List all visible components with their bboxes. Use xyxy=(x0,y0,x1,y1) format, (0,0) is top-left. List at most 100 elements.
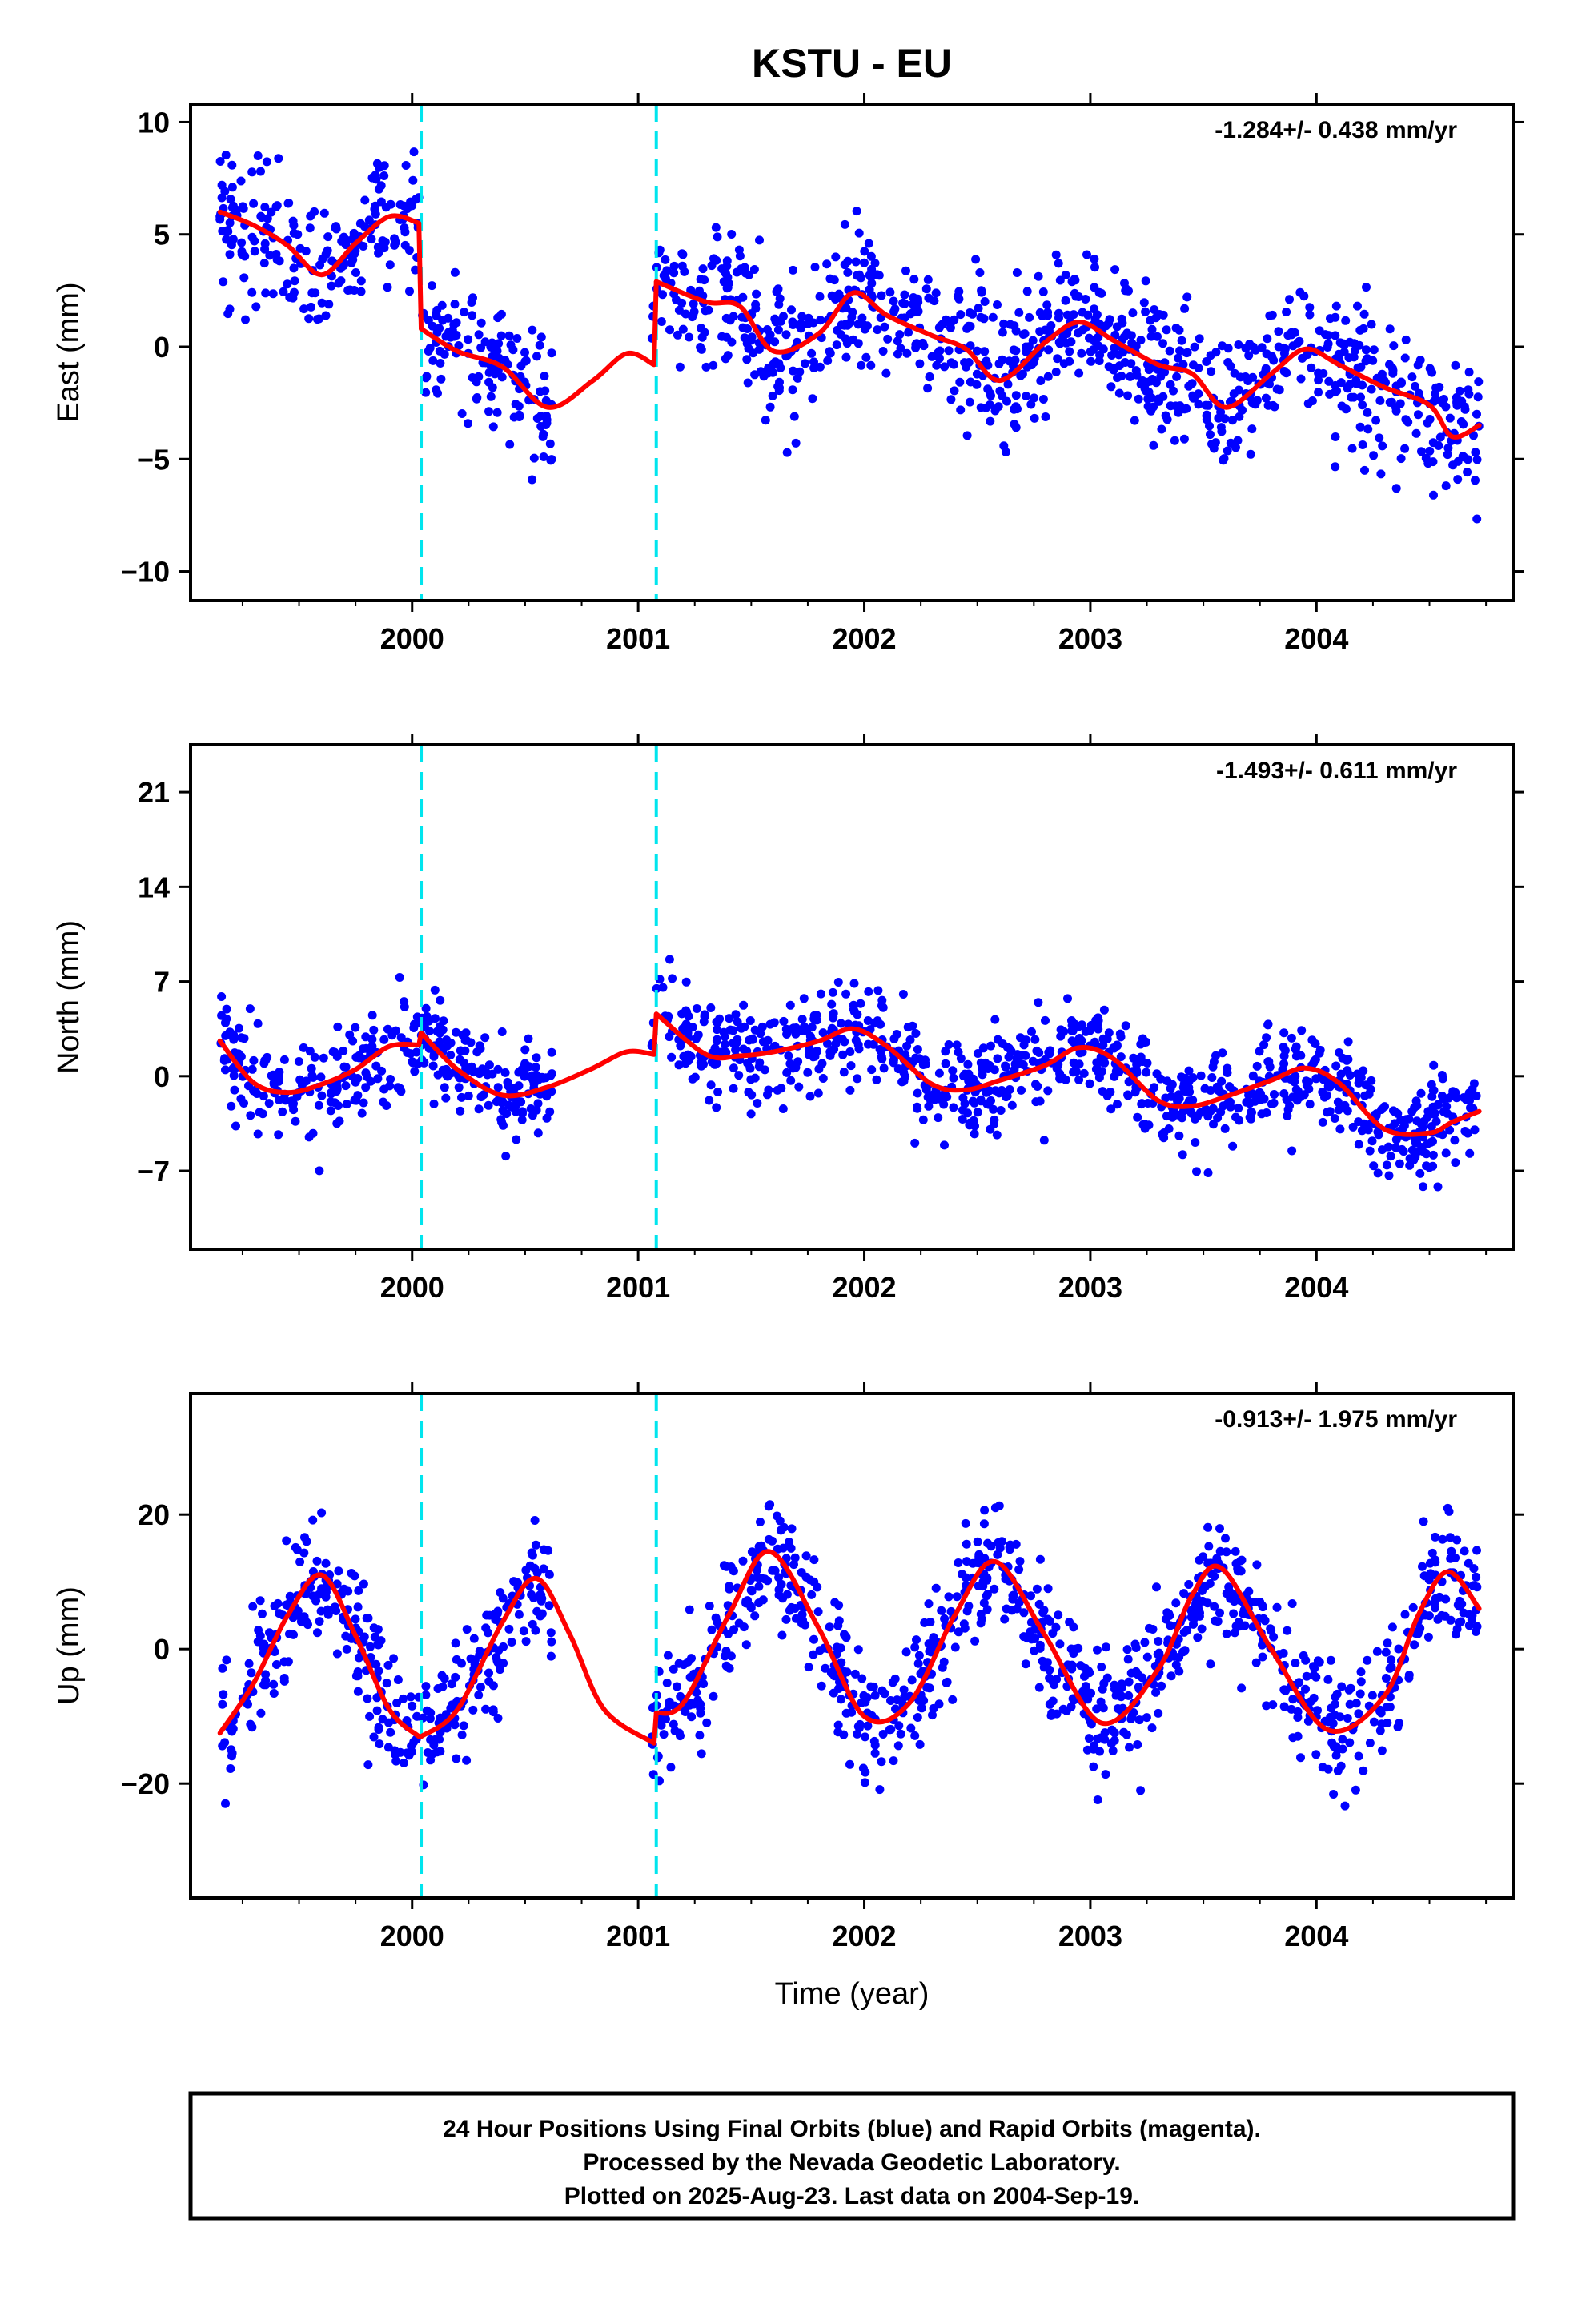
east-data-point xyxy=(749,265,759,274)
north-data-point xyxy=(424,1027,434,1036)
up-data-point xyxy=(1345,1699,1355,1709)
north-data-point xyxy=(484,1100,493,1110)
north-data-point xyxy=(1247,1108,1256,1117)
up-data-point xyxy=(544,1570,554,1579)
east-data-point xyxy=(1228,416,1237,425)
up-data-point xyxy=(1062,1706,1071,1715)
east-data-point xyxy=(256,167,265,176)
up-data-point xyxy=(888,1678,897,1687)
up-data-point xyxy=(1311,1750,1321,1759)
east-data-point xyxy=(1360,465,1369,475)
north-data-point xyxy=(430,985,440,995)
north-data-point xyxy=(361,1083,371,1092)
north-data-point xyxy=(870,1019,879,1028)
up-data-point xyxy=(1067,1660,1077,1670)
up-data-point xyxy=(375,1739,384,1749)
up-data-point xyxy=(1231,1546,1240,1556)
north-data-point xyxy=(721,1047,731,1057)
up-data-point xyxy=(950,1642,960,1652)
north-data-point xyxy=(1016,1033,1025,1043)
north-data-point xyxy=(326,1106,335,1116)
east-data-point xyxy=(313,315,322,324)
up-data-point xyxy=(334,1566,343,1576)
east-data-point xyxy=(1090,263,1099,272)
east-data-point xyxy=(677,298,687,308)
north-data-point xyxy=(713,1035,722,1044)
north-data-point xyxy=(1079,1068,1089,1078)
north-data-point xyxy=(913,1045,922,1054)
up-data-point xyxy=(484,1628,492,1638)
north-data-point xyxy=(823,1039,832,1048)
up-data-point xyxy=(1123,1655,1133,1664)
north-data-point xyxy=(837,1019,845,1028)
north-data-point xyxy=(732,1038,741,1047)
up-data-point xyxy=(1039,1606,1049,1615)
up-data-point xyxy=(1383,1718,1392,1727)
east-data-point xyxy=(946,323,955,332)
east-data-point xyxy=(436,374,446,384)
east-data-point xyxy=(444,313,453,323)
up-data-point xyxy=(674,1659,684,1668)
north-data-point xyxy=(1384,1171,1394,1180)
east-data-point xyxy=(1094,287,1104,297)
x-axis-label: Time (year) xyxy=(775,1977,930,2011)
up-data-point xyxy=(893,1741,903,1751)
east-data-point xyxy=(371,175,381,184)
north-data-point xyxy=(317,1091,327,1100)
north-data-point xyxy=(1419,1182,1428,1192)
east-data-point xyxy=(1363,424,1373,434)
east-data-point xyxy=(883,334,893,344)
north-data-point xyxy=(396,1033,406,1043)
north-data-point xyxy=(1203,1168,1213,1177)
east-data-point xyxy=(424,347,433,356)
up-data-point xyxy=(1098,1684,1107,1694)
up-data-point xyxy=(404,1751,414,1760)
north-data-point xyxy=(1463,1128,1472,1138)
up-data-point xyxy=(845,1759,854,1769)
up-data-point xyxy=(954,1558,963,1567)
up-data-point xyxy=(1203,1522,1213,1532)
up-data-point xyxy=(1127,1711,1137,1720)
east-data-point xyxy=(1246,449,1255,459)
east-data-point xyxy=(474,372,484,381)
east-data-point xyxy=(351,268,360,277)
up-data-point xyxy=(1267,1626,1276,1635)
up-data-point xyxy=(378,1715,387,1724)
east-data-point xyxy=(1141,276,1150,286)
east-data-point xyxy=(1030,413,1039,423)
up-data-point xyxy=(1404,1671,1414,1679)
east-data-point xyxy=(1195,334,1204,344)
east-data-point xyxy=(1094,332,1103,342)
north-data-point xyxy=(1386,1152,1395,1161)
east-data-point xyxy=(1187,379,1197,388)
up-data-point xyxy=(1222,1629,1231,1638)
up-data-point xyxy=(931,1583,941,1593)
up-data-point xyxy=(1130,1639,1140,1649)
east-data-point xyxy=(225,218,235,227)
up-data-point xyxy=(914,1651,924,1660)
north-data-point xyxy=(396,1087,406,1096)
north-data-point xyxy=(359,1098,368,1108)
up-data-point xyxy=(1418,1562,1427,1571)
up-y-tick-label: 20 xyxy=(138,1498,170,1531)
north-data-point xyxy=(542,1113,552,1123)
north-data-point xyxy=(1267,1100,1276,1108)
east-data-point xyxy=(755,235,764,245)
up-data-point xyxy=(1195,1611,1204,1621)
up-data-point xyxy=(695,1731,705,1740)
up-data-point xyxy=(1215,1608,1224,1618)
up-data-point xyxy=(687,1654,696,1663)
north-data-point xyxy=(547,1069,556,1079)
north-data-point xyxy=(281,1096,291,1105)
north-data-point xyxy=(902,1041,912,1051)
east-data-point xyxy=(925,372,934,382)
north-data-point xyxy=(706,1003,716,1012)
east-data-point xyxy=(492,408,502,417)
east-data-point xyxy=(807,348,817,358)
up-x-tick-label: 2002 xyxy=(832,1920,896,1952)
up-data-point xyxy=(1332,1689,1342,1699)
north-data-point xyxy=(968,1096,978,1106)
north-data-point xyxy=(1318,1088,1327,1097)
up-data-point xyxy=(1383,1638,1392,1648)
up-data-point xyxy=(317,1584,327,1594)
